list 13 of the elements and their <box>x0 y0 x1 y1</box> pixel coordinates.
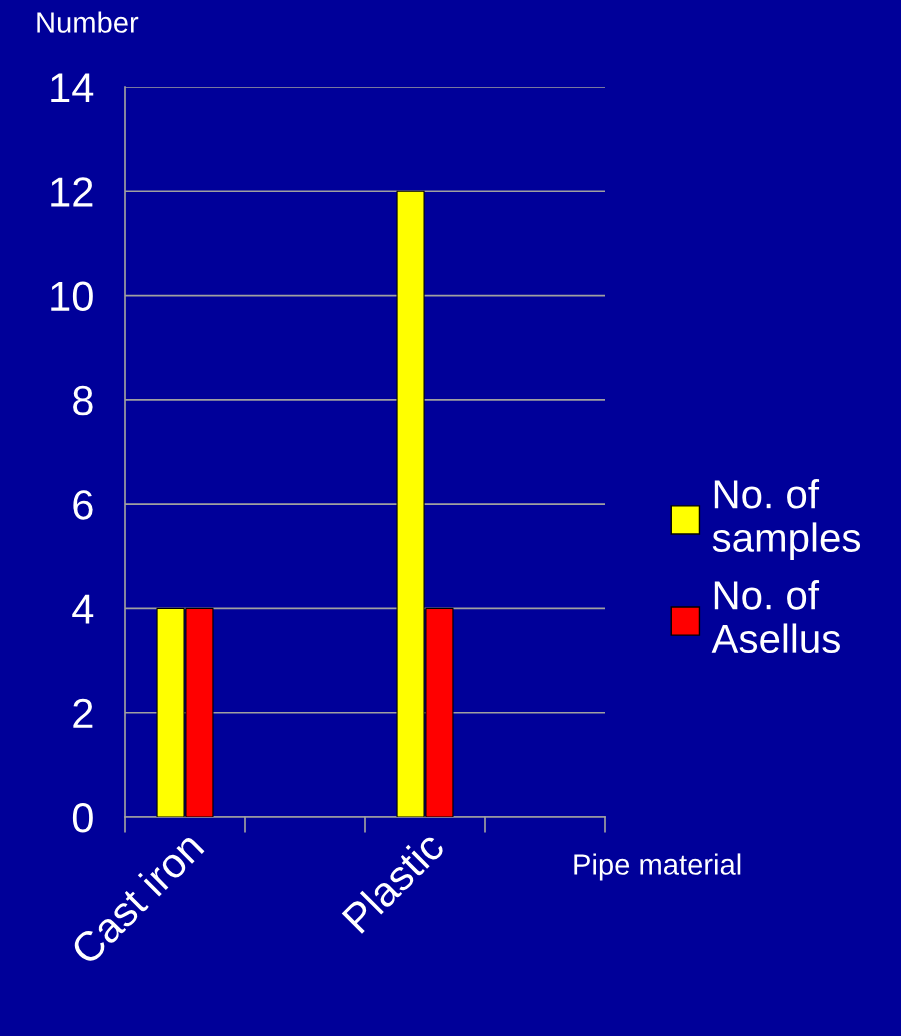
legend-label: No. of Asellus <box>711 580 840 654</box>
y-tick-label: 8 <box>73 385 93 416</box>
y-axis-title: Number <box>37 11 139 33</box>
y-tick-label: 6 <box>73 490 93 520</box>
y-tick-label: 12 <box>51 177 93 207</box>
legend-label: No. of samples <box>712 479 861 560</box>
x-tick-label: Cast iron <box>69 835 205 967</box>
y-tick-label: 10 <box>51 281 93 312</box>
y-tick-label: 0 <box>72 803 93 833</box>
y-tick-label: 14 <box>51 73 94 103</box>
y-tick-label: 4 <box>72 594 94 624</box>
y-tick-label: 2 <box>73 698 93 728</box>
x-axis-title: Pipe material <box>574 853 741 881</box>
